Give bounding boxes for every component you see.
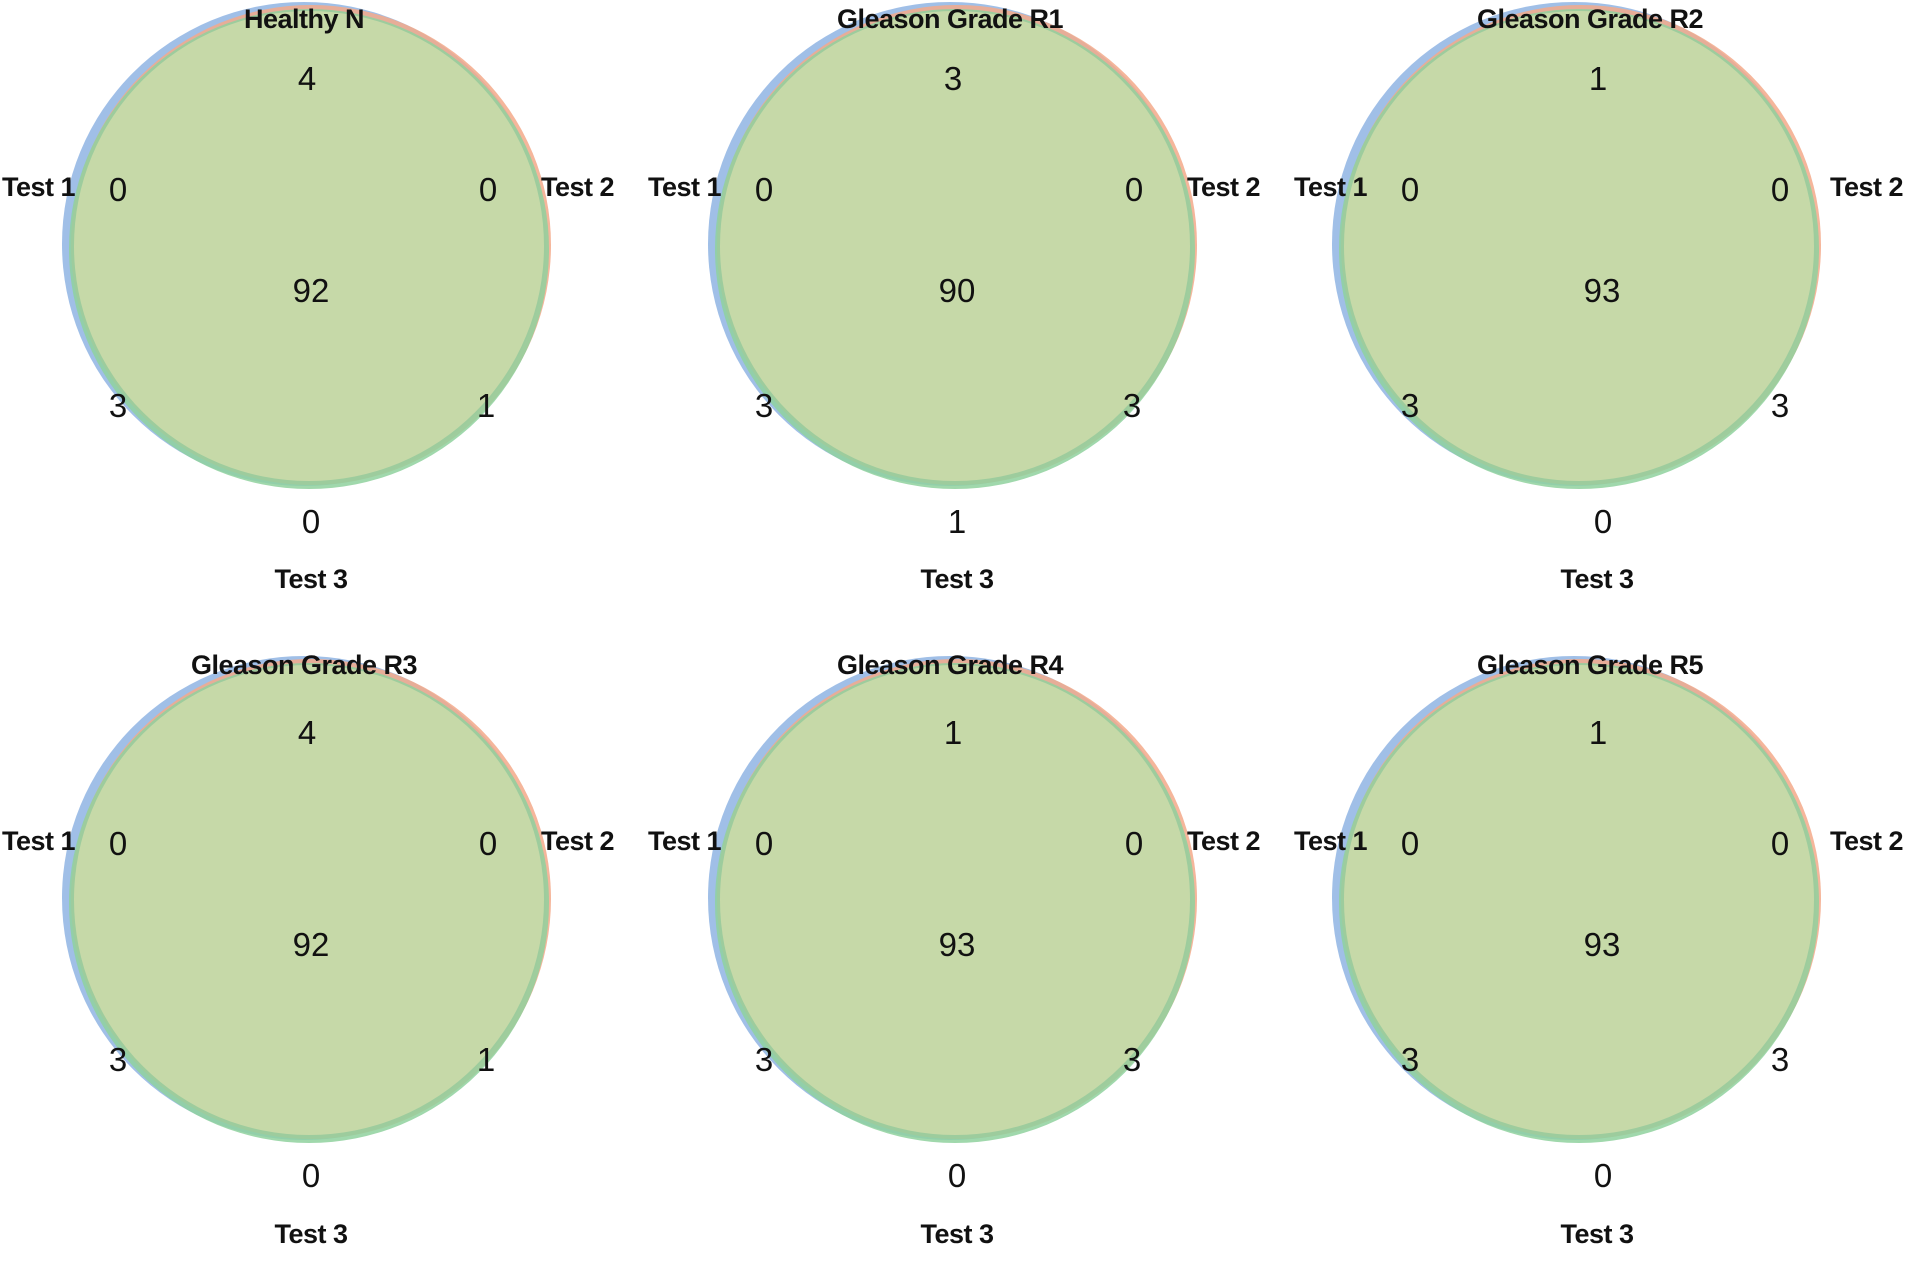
count-test3-only: 1 [948,503,966,540]
venn-panel: Gleason Grade R3 Test 1 Test 2 Test 3 4 … [0,654,635,1278]
venn-title: Healthy N [244,4,364,34]
count-test2-only: 0 [1771,825,1789,862]
venn-figure: Healthy N Test 1 Test 2 Test 3 4 0 0 92 … [0,0,1905,1249]
count-test2-only: 0 [479,171,497,208]
set-label-test3: Test 3 [1560,1219,1634,1249]
count-test1-test2: 1 [1589,714,1607,751]
count-all-three: 93 [1584,926,1621,963]
count-test3-only: 0 [302,503,320,540]
count-test2-test3: 1 [477,1041,495,1078]
region-all-three [1344,665,1814,1135]
count-test3-only: 0 [1594,503,1612,540]
venn-diagram: Gleason Grade R1 Test 1 Test 2 Test 3 3 … [648,2,1261,594]
count-test1-only: 0 [1401,825,1419,862]
set-label-test1: Test 1 [648,172,722,202]
count-test1-only: 0 [109,825,127,862]
set-label-test3: Test 3 [274,1219,348,1249]
set-label-test1: Test 1 [1294,172,1368,202]
set-label-test3: Test 3 [920,564,994,594]
count-test1-only: 0 [1401,171,1419,208]
count-test1-test2: 1 [944,714,962,751]
venn-panel: Healthy N Test 1 Test 2 Test 3 4 0 0 92 … [0,0,635,624]
count-all-three: 92 [293,272,330,309]
region-all-three [1344,11,1814,481]
region-all-three [74,11,544,481]
count-test3-only: 0 [1594,1157,1612,1194]
set-label-test2: Test 2 [541,172,614,202]
venn-title: Gleason Grade R2 [1477,4,1703,34]
venn-diagram: Gleason Grade R4 Test 1 Test 2 Test 3 1 … [648,654,1261,1249]
count-test2-test3: 1 [477,387,495,424]
set-label-test2: Test 2 [1830,172,1903,202]
set-label-test3: Test 3 [274,564,348,594]
count-all-three: 93 [1584,272,1621,309]
venn-title: Gleason Grade R1 [837,4,1064,34]
count-test1-only: 0 [755,171,773,208]
venn-diagram: Gleason Grade R3 Test 1 Test 2 Test 3 4 … [2,654,615,1249]
count-test1-test3: 3 [755,387,773,424]
count-test2-only: 0 [479,825,497,862]
count-test1-test3: 3 [1401,387,1419,424]
set-label-test3: Test 3 [920,1219,994,1249]
count-test1-test2: 3 [944,60,962,97]
region-all-three [720,665,1190,1135]
venn-title: Gleason Grade R3 [191,654,418,680]
count-test2-only: 0 [1771,171,1789,208]
set-label-test2: Test 2 [1187,172,1260,202]
venn-panel: Gleason Grade R4 Test 1 Test 2 Test 3 1 … [646,654,1281,1278]
count-test1-test3: 3 [755,1041,773,1078]
set-label-test1: Test 1 [648,826,722,856]
venn-panel: Gleason Grade R1 Test 1 Test 2 Test 3 3 … [646,0,1281,624]
venn-diagram: Gleason Grade R5 Test 1 Test 2 Test 3 1 … [1294,654,1904,1249]
set-label-test1: Test 1 [2,172,76,202]
set-label-test3: Test 3 [1560,564,1634,594]
region-all-three [74,665,544,1135]
venn-panel: Gleason Grade R2 Test 1 Test 2 Test 3 1 … [1270,0,1905,624]
count-test2-test3: 3 [1771,1041,1789,1078]
count-test2-test3: 3 [1123,387,1141,424]
count-all-three: 90 [939,272,976,309]
count-test1-test3: 3 [109,387,127,424]
venn-diagram: Healthy N Test 1 Test 2 Test 3 4 0 0 92 … [2,2,615,594]
set-label-test2: Test 2 [1187,826,1260,856]
region-all-three [720,11,1190,481]
count-all-three: 92 [293,926,330,963]
count-test2-test3: 3 [1771,387,1789,424]
count-test3-only: 0 [302,1157,320,1194]
set-label-test2: Test 2 [1830,826,1903,856]
set-label-test1: Test 1 [1294,826,1368,856]
count-test1-only: 0 [755,825,773,862]
count-test2-only: 0 [1125,171,1143,208]
count-test2-only: 0 [1125,825,1143,862]
count-test1-test2: 4 [298,60,316,97]
count-test1-test2: 1 [1589,60,1607,97]
set-label-test2: Test 2 [541,826,614,856]
count-test1-test3: 3 [1401,1041,1419,1078]
count-test1-test2: 4 [298,714,316,751]
venn-title: Gleason Grade R5 [1477,654,1704,680]
venn-diagram: Gleason Grade R2 Test 1 Test 2 Test 3 1 … [1294,2,1904,594]
count-test1-test3: 3 [109,1041,127,1078]
count-all-three: 93 [939,926,976,963]
venn-panel: Gleason Grade R5 Test 1 Test 2 Test 3 1 … [1270,654,1905,1278]
set-label-test1: Test 1 [2,826,76,856]
count-test3-only: 0 [948,1157,966,1194]
count-test2-test3: 3 [1123,1041,1141,1078]
count-test1-only: 0 [109,171,127,208]
venn-title: Gleason Grade R4 [837,654,1064,680]
